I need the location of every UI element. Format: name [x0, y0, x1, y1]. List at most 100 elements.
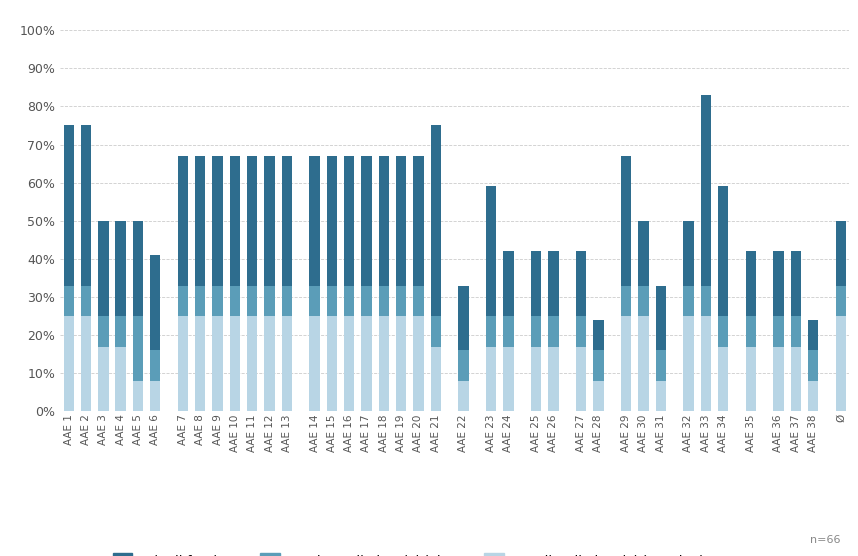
Bar — [486, 316, 496, 346]
Bar — [576, 316, 586, 346]
Bar — [836, 286, 846, 316]
Bar — [150, 350, 160, 381]
Bar — [458, 286, 468, 350]
Bar — [593, 350, 604, 381]
Bar — [656, 350, 666, 381]
Bar — [638, 316, 649, 411]
Bar — [327, 156, 337, 286]
Bar — [378, 156, 389, 286]
Bar — [621, 156, 631, 286]
Bar — [621, 286, 631, 316]
Bar — [116, 221, 126, 316]
Bar — [718, 316, 728, 346]
Bar — [150, 381, 160, 411]
Bar — [414, 316, 424, 411]
Bar — [281, 286, 292, 316]
Bar — [195, 156, 205, 286]
Bar — [790, 316, 801, 346]
Bar — [746, 251, 756, 316]
Bar — [503, 251, 514, 316]
Bar — [746, 346, 756, 411]
Bar — [593, 320, 604, 350]
Bar — [531, 346, 541, 411]
Bar — [264, 286, 275, 316]
Bar — [98, 346, 108, 411]
Bar — [486, 186, 496, 316]
Bar — [63, 286, 74, 316]
Bar — [213, 286, 223, 316]
Bar — [178, 286, 188, 316]
Bar — [431, 126, 441, 316]
Bar — [81, 126, 91, 286]
Bar — [700, 95, 711, 286]
Bar — [396, 286, 407, 316]
Bar — [230, 316, 240, 411]
Bar — [195, 316, 205, 411]
Bar — [431, 346, 441, 411]
Bar — [503, 316, 514, 346]
Bar — [396, 316, 407, 411]
Bar — [63, 316, 74, 411]
Bar — [503, 346, 514, 411]
Bar — [264, 156, 275, 286]
Bar — [718, 186, 728, 316]
Bar — [683, 286, 693, 316]
Bar — [361, 286, 372, 316]
Bar — [458, 350, 468, 381]
Bar — [264, 316, 275, 411]
Bar — [638, 286, 649, 316]
Bar — [773, 316, 783, 346]
Bar — [247, 316, 257, 411]
Bar — [656, 286, 666, 350]
Bar — [458, 381, 468, 411]
Bar — [808, 350, 819, 381]
Text: n=66: n=66 — [810, 535, 841, 545]
Bar — [414, 286, 424, 316]
Bar — [63, 126, 74, 286]
Bar — [378, 286, 389, 316]
Bar — [133, 381, 143, 411]
Bar — [281, 316, 292, 411]
Bar — [773, 251, 783, 316]
Bar — [98, 221, 108, 316]
Bar — [327, 286, 337, 316]
Bar — [836, 316, 846, 411]
Bar — [790, 346, 801, 411]
Bar — [178, 316, 188, 411]
Legend: Mix di fornitura, Prodotto di elettricità base, Vendita di elettricità ecologica: Mix di fornitura, Prodotto di elettricit… — [107, 548, 723, 556]
Bar — [230, 286, 240, 316]
Bar — [247, 286, 257, 316]
Bar — [310, 156, 320, 286]
Bar — [378, 316, 389, 411]
Bar — [700, 286, 711, 316]
Bar — [344, 156, 354, 286]
Bar — [310, 316, 320, 411]
Bar — [548, 316, 559, 346]
Bar — [621, 316, 631, 411]
Bar — [178, 156, 188, 286]
Bar — [133, 316, 143, 381]
Bar — [683, 221, 693, 286]
Bar — [361, 156, 372, 286]
Bar — [656, 381, 666, 411]
Bar — [281, 156, 292, 286]
Bar — [327, 316, 337, 411]
Bar — [414, 156, 424, 286]
Bar — [638, 221, 649, 286]
Bar — [773, 346, 783, 411]
Bar — [116, 316, 126, 346]
Bar — [700, 316, 711, 411]
Bar — [746, 316, 756, 346]
Bar — [396, 156, 407, 286]
Bar — [213, 156, 223, 286]
Bar — [486, 346, 496, 411]
Bar — [98, 316, 108, 346]
Bar — [247, 156, 257, 286]
Bar — [361, 316, 372, 411]
Bar — [81, 286, 91, 316]
Bar — [790, 251, 801, 316]
Bar — [230, 156, 240, 286]
Bar — [531, 251, 541, 316]
Bar — [718, 346, 728, 411]
Bar — [683, 316, 693, 411]
